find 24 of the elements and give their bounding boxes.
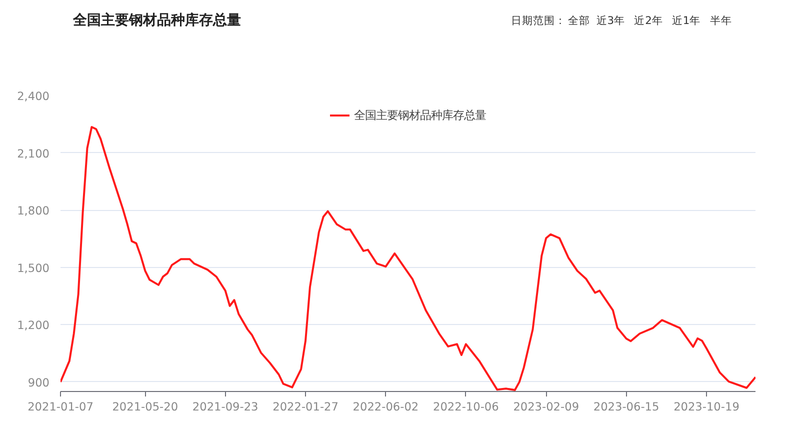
x-tick-label: 2021-09-23: [192, 400, 258, 414]
y-tick-label: 900: [28, 375, 50, 390]
chart-title: 全国主要钢材品种库存总量: [72, 12, 241, 28]
x-tick-label: 2021-01-07: [28, 400, 94, 414]
text: 近1年: [672, 14, 701, 27]
y-tick-label: 2,400: [17, 89, 50, 103]
y-tick-label: 1,500: [17, 260, 50, 275]
x-tick-label: 2022-01-27: [272, 400, 338, 414]
x-tick-label: 2023-10-19: [674, 400, 740, 414]
x-tick-label: 2022-10-06: [433, 400, 499, 414]
y-tick-label: 1,800: [17, 204, 50, 218]
text: 近2年: [634, 14, 663, 27]
x-tick-label: 2021-05-20: [112, 400, 178, 414]
line-series: [60, 126, 756, 391]
y-tick-label: 1,200: [17, 318, 50, 332]
x-tick-label: 2022-06-02: [352, 400, 419, 414]
legend-label: 全国主要钢材品种库存总量: [354, 108, 486, 122]
y-tick-label: 2,100: [17, 146, 50, 160]
text: 近3年: [596, 14, 626, 27]
text: 全部: [568, 14, 590, 27]
x-tick-label: 2023-06-15: [593, 400, 660, 414]
text: 日期范围：: [510, 14, 566, 27]
x-tick-label: 2023-02-09: [513, 400, 580, 414]
text: 半年: [710, 14, 732, 27]
